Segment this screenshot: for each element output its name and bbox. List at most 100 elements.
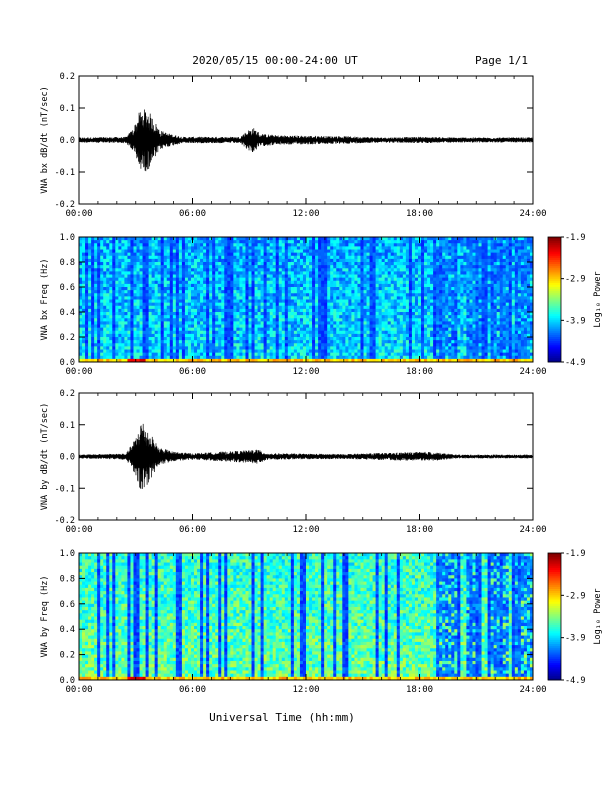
heatmap-cell <box>427 243 431 247</box>
heatmap-cell <box>309 305 313 310</box>
heatmap-cell <box>254 240 258 244</box>
heatmap-cell <box>430 274 434 279</box>
heatmap-cell <box>115 340 119 344</box>
heatmap-cell <box>85 287 89 291</box>
heatmap-cell <box>79 283 83 288</box>
heatmap-cell <box>342 318 346 322</box>
heatmap-cell <box>411 318 416 322</box>
heatmap-cell <box>242 280 246 285</box>
heatmap-cell <box>242 258 246 263</box>
heatmap-cell <box>82 299 86 304</box>
heatmap-cell <box>445 340 449 344</box>
heatmap-cell <box>266 262 271 266</box>
heatmap-cell <box>194 277 198 282</box>
heatmap-cell <box>82 258 86 263</box>
heatmap-cell <box>315 318 319 322</box>
heatmap-cell <box>233 346 237 350</box>
heatmap-cell <box>275 296 280 300</box>
heatmap-cell <box>363 277 367 282</box>
heatmap-cell <box>399 277 404 282</box>
heatmap-cell <box>411 349 416 354</box>
heatmap-cell <box>312 358 316 363</box>
heatmap-cell <box>408 315 413 319</box>
heatmap-cell <box>281 337 286 341</box>
heatmap-cell <box>85 274 89 279</box>
heatmap-cell <box>384 305 389 310</box>
heatmap-cell <box>384 302 389 307</box>
heatmap-cell <box>151 333 156 338</box>
heatmap-cell <box>414 243 419 247</box>
heatmap-cell <box>360 258 364 263</box>
heatmap-cell <box>190 249 195 254</box>
heatmap-cell <box>166 277 171 282</box>
heatmap-cell <box>100 296 104 300</box>
heatmap-cell <box>121 346 125 350</box>
heatmap-cell <box>178 243 183 247</box>
heatmap-cell <box>381 249 386 254</box>
heatmap-cell <box>97 352 101 357</box>
heatmap-cell <box>445 243 449 247</box>
heatmap-cell <box>375 268 380 272</box>
heatmap-cell <box>94 327 98 332</box>
heatmap-cell <box>166 349 171 354</box>
heatmap-cell <box>327 343 331 347</box>
heatmap-cell <box>118 293 122 297</box>
heatmap-cell <box>354 327 358 332</box>
heatmap-cell <box>390 352 395 357</box>
heatmap-cell <box>151 343 156 347</box>
heatmap-cell <box>227 262 231 266</box>
heatmap-cell <box>351 343 355 347</box>
heatmap-cell <box>342 274 346 279</box>
heatmap-cell <box>233 327 237 332</box>
heatmap-cell <box>133 274 137 279</box>
heatmap-cell <box>287 308 292 313</box>
heatmap-cell <box>218 318 222 322</box>
heatmap-cell <box>408 358 413 363</box>
heatmap-cell <box>263 346 268 350</box>
heatmap-cell <box>417 305 422 310</box>
heatmap-cell <box>336 280 340 285</box>
heatmap-cell <box>145 346 150 350</box>
heatmap-cell <box>363 271 367 275</box>
heatmap-cell <box>354 277 358 282</box>
heatmap-cell <box>327 246 331 250</box>
heatmap-cell <box>242 262 246 266</box>
heatmap-cell <box>405 355 410 360</box>
heatmap-cell <box>348 327 352 332</box>
heatmap-cell <box>414 318 419 322</box>
heatmap-cell <box>430 246 434 250</box>
heatmap-cell <box>278 249 283 254</box>
heatmap-cell <box>227 255 231 260</box>
heatmap-cell <box>396 255 401 260</box>
heatmap-cell <box>239 330 243 335</box>
heatmap-cell <box>272 352 277 357</box>
heatmap-cell <box>312 352 316 357</box>
heatmap-cell <box>287 327 292 332</box>
heatmap-cell <box>230 268 234 272</box>
heatmap-cell <box>233 287 237 291</box>
heatmap-cell <box>94 249 98 254</box>
heatmap-cell <box>187 287 192 291</box>
heatmap-cell <box>254 271 258 275</box>
heatmap-cell <box>287 296 292 300</box>
heatmap-cell <box>85 346 89 350</box>
heatmap-cell <box>360 343 364 347</box>
heatmap-cell <box>324 252 328 257</box>
heatmap-cell <box>263 262 268 266</box>
heatmap-cell <box>124 287 128 291</box>
heatmap-cell <box>327 287 331 291</box>
heatmap-cell <box>130 308 134 313</box>
heatmap-cell <box>318 343 322 347</box>
heatmap-cell <box>411 346 416 350</box>
heatmap-cell <box>321 330 325 335</box>
heatmap-cell <box>402 352 407 357</box>
heatmap-cell <box>411 265 416 269</box>
heatmap-cell <box>79 324 83 329</box>
heatmap-cell <box>175 318 180 322</box>
heatmap-cell <box>393 277 398 282</box>
heatmap-cell <box>424 293 428 297</box>
heatmap-cell <box>275 302 280 307</box>
heatmap-cell <box>82 333 86 338</box>
heatmap-cell <box>154 343 159 347</box>
heatmap-cell <box>357 237 361 241</box>
